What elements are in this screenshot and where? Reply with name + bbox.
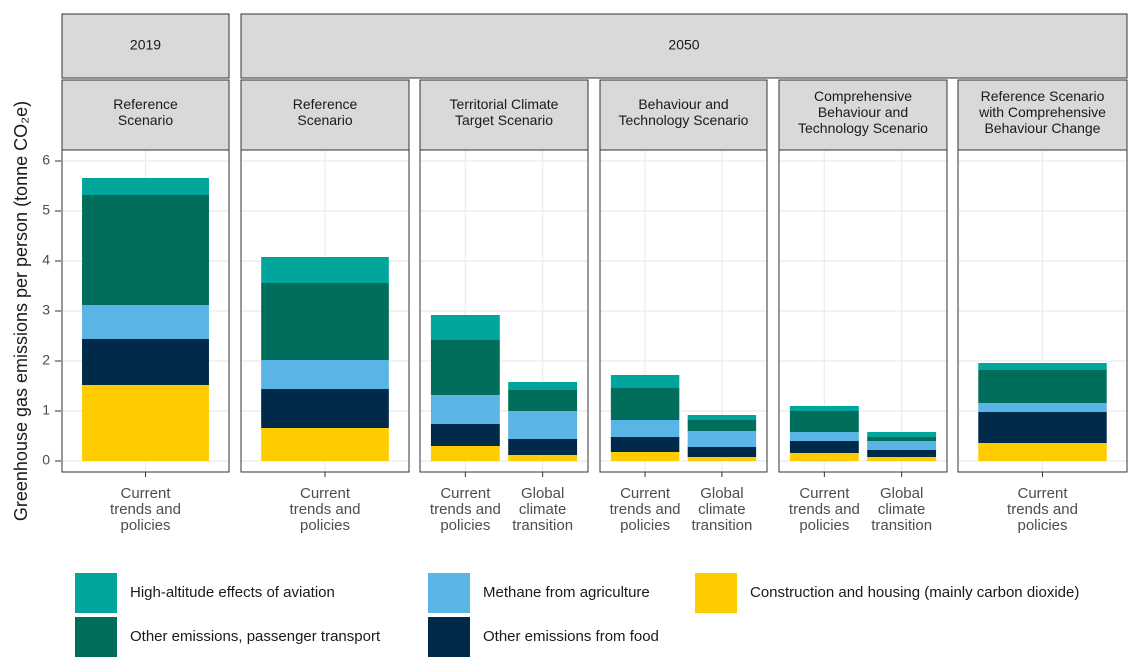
panel-title: Behaviour and Technology Scenario bbox=[619, 96, 749, 128]
panel-title: Reference Scenario with Comprehensive Beha… bbox=[978, 88, 1106, 136]
y-tick-label: 1 bbox=[42, 402, 50, 418]
x-tick-label: Current trends and policies bbox=[290, 485, 361, 534]
legend-label: High-altitude effects of aviation bbox=[130, 584, 335, 601]
panel-border bbox=[419, 149, 589, 473]
x-tick-label: Current trends and policies bbox=[610, 485, 681, 534]
x-tick-label: Global climate transition bbox=[871, 485, 932, 534]
bar-segment bbox=[867, 450, 937, 457]
x-tick-label: Current trends and policies bbox=[430, 485, 501, 534]
bar-segment bbox=[508, 382, 578, 390]
bar-segment bbox=[82, 339, 209, 385]
panel-border bbox=[778, 149, 948, 473]
x-tick-label: Current trends and policies bbox=[789, 485, 860, 534]
panel-strip bbox=[778, 79, 948, 151]
panel-border bbox=[957, 149, 1128, 473]
legend-label: Methane from agriculture bbox=[483, 584, 650, 601]
panel-title: Territorial Climate Target Scenario bbox=[450, 96, 559, 128]
bar-segment bbox=[610, 388, 680, 420]
group-label: 2019 bbox=[130, 37, 161, 53]
bar-segment bbox=[430, 424, 500, 446]
panel-title: Reference Scenario bbox=[293, 96, 358, 128]
bar-segment bbox=[261, 389, 389, 428]
bar-segment bbox=[508, 390, 578, 411]
group-strip bbox=[240, 13, 1128, 79]
legend-swatch bbox=[428, 573, 470, 613]
bar-segment bbox=[508, 411, 578, 439]
bar-segment bbox=[610, 437, 680, 452]
y-tick-label: 2 bbox=[42, 352, 50, 368]
bar-segment bbox=[789, 453, 859, 461]
bar-segment bbox=[261, 283, 389, 360]
bar-segment bbox=[610, 452, 680, 461]
bar-segment bbox=[687, 457, 757, 461]
y-tick-label: 3 bbox=[42, 302, 50, 318]
bar-segment bbox=[789, 406, 859, 411]
bar-segment bbox=[687, 415, 757, 420]
legend-label: Construction and housing (mainly carbon … bbox=[750, 584, 1079, 601]
bar-segment bbox=[978, 370, 1107, 403]
bar-segment bbox=[978, 403, 1107, 412]
panel-border bbox=[599, 149, 768, 473]
bar-segment bbox=[789, 441, 859, 453]
bar-segment bbox=[261, 360, 389, 389]
bar-segment bbox=[508, 455, 578, 461]
y-tick-label: 6 bbox=[42, 152, 50, 168]
bar-segment bbox=[82, 385, 209, 461]
legend-swatch bbox=[75, 573, 117, 613]
bar-segment bbox=[789, 411, 859, 432]
bar-segment bbox=[978, 412, 1107, 443]
bar-segment bbox=[261, 257, 389, 283]
panel-border bbox=[61, 149, 230, 473]
panel-strip bbox=[61, 79, 230, 151]
bar-segment bbox=[82, 178, 209, 195]
bar-segment bbox=[687, 447, 757, 457]
x-tick-label: Global climate transition bbox=[512, 485, 573, 534]
panel-title: Reference Scenario bbox=[113, 96, 178, 128]
panel-title: Comprehensive Behaviour and Technology Sce… bbox=[798, 88, 928, 136]
bar-segment bbox=[789, 432, 859, 441]
bar-segment bbox=[82, 195, 209, 305]
x-tick-label: Global climate transition bbox=[691, 485, 752, 534]
bar-segment bbox=[867, 437, 937, 441]
bar-segment bbox=[430, 340, 500, 395]
bar-segment bbox=[867, 441, 937, 450]
panel-strip bbox=[419, 79, 589, 151]
bar-segment bbox=[978, 363, 1107, 370]
legend-label: Other emissions, passenger transport bbox=[130, 628, 381, 645]
bar-segment bbox=[867, 457, 937, 461]
bar-segment bbox=[430, 446, 500, 461]
panel-strip bbox=[599, 79, 768, 151]
bar-segment bbox=[610, 420, 680, 437]
group-strip bbox=[61, 13, 230, 79]
y-tick-label: 0 bbox=[42, 452, 50, 468]
bar-segment bbox=[867, 432, 937, 437]
legend-label: Other emissions from food bbox=[483, 628, 659, 645]
legend-swatch bbox=[695, 573, 737, 613]
bar-segment bbox=[261, 428, 389, 461]
bar-segment bbox=[610, 375, 680, 388]
x-tick-label: Current trends and policies bbox=[110, 485, 181, 534]
panel-strip bbox=[957, 79, 1128, 151]
y-axis-title: Greenhouse gas emissions per person (ton… bbox=[11, 101, 31, 521]
group-label: 2050 bbox=[668, 37, 699, 53]
y-tick-label: 4 bbox=[42, 252, 50, 268]
y-tick-label: 5 bbox=[42, 202, 50, 218]
x-tick-label: Current trends and policies bbox=[1007, 485, 1078, 534]
legend-swatch bbox=[428, 617, 470, 657]
bar-segment bbox=[82, 305, 209, 339]
panel-border bbox=[240, 149, 410, 473]
bar-segment bbox=[687, 420, 757, 431]
bar-segment bbox=[687, 431, 757, 447]
bar-segment bbox=[978, 443, 1107, 461]
legend-swatch bbox=[75, 617, 117, 657]
bar-segment bbox=[430, 395, 500, 424]
bar-segment bbox=[430, 315, 500, 340]
bar-segment bbox=[508, 439, 578, 455]
panel-strip bbox=[240, 79, 410, 151]
